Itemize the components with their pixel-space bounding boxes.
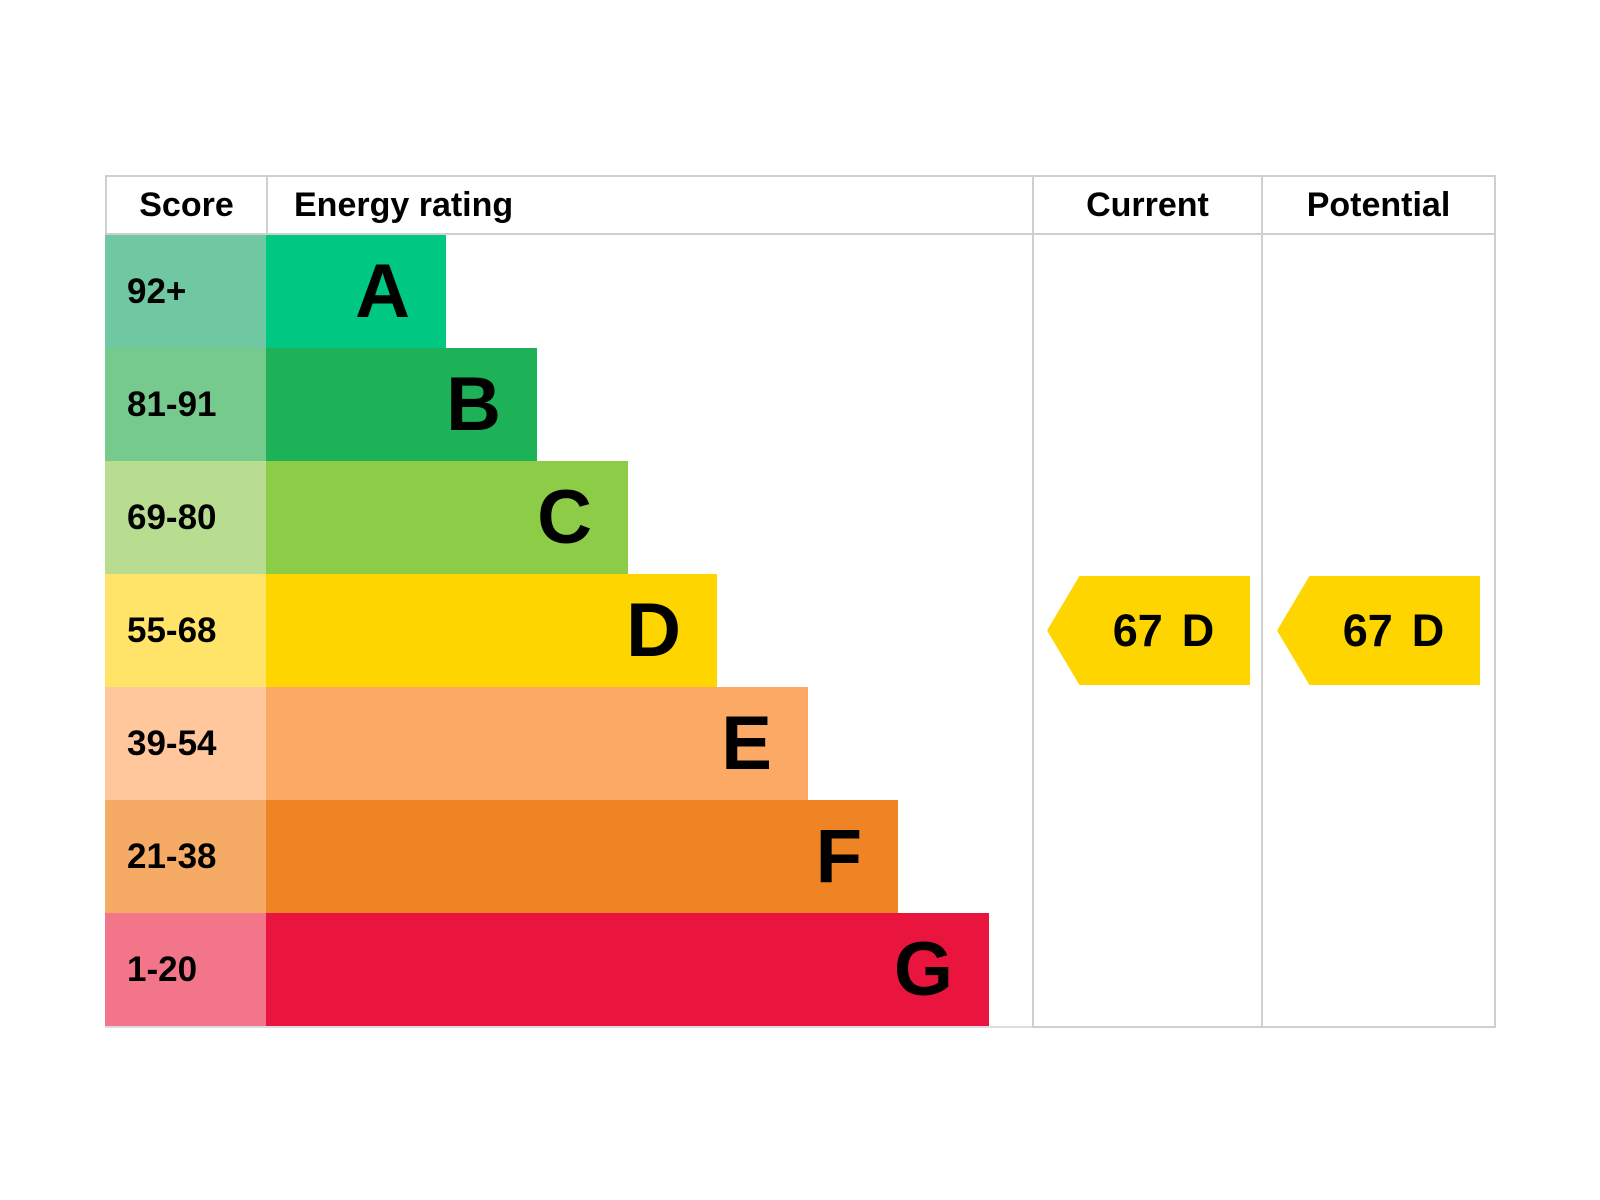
current-column: 67 D xyxy=(1032,235,1263,1028)
potential-column: 67 D xyxy=(1261,235,1496,1028)
band-row-f: 21-38 F xyxy=(105,800,1034,913)
score-range-f: 21-38 xyxy=(105,800,266,913)
score-range-g: 1-20 xyxy=(105,913,266,1026)
band-row-d: 55-68 D xyxy=(105,574,1034,687)
current-rating-letter: D xyxy=(1181,604,1215,656)
rating-bar-b: B xyxy=(266,348,537,461)
rating-table: Score Energy rating Current Potential 92… xyxy=(105,175,1496,1028)
score-range-d: 55-68 xyxy=(105,574,266,687)
rating-bar-e: E xyxy=(266,687,808,800)
header-energy-rating: Energy rating xyxy=(266,175,1034,235)
potential-score-value: 67 xyxy=(1342,604,1393,656)
rating-bar-a: A xyxy=(266,235,446,348)
rating-bands: 92+ A 81-91 B 69-80 C 55-68 D 39-54 E 21-38 F 1-20 G xyxy=(105,235,1034,1028)
band-row-a: 92+ A xyxy=(105,235,1034,348)
rating-bar-g: G xyxy=(266,913,989,1026)
score-range-e: 39-54 xyxy=(105,687,266,800)
rating-bar-f: F xyxy=(266,800,898,913)
score-range-b: 81-91 xyxy=(105,348,266,461)
band-row-b: 81-91 B xyxy=(105,348,1034,461)
current-score-value: 67 xyxy=(1112,604,1163,656)
header-potential: Potential xyxy=(1261,175,1496,235)
score-range-c: 69-80 xyxy=(105,461,266,574)
band-row-e: 39-54 E xyxy=(105,687,1034,800)
header-score: Score xyxy=(105,175,268,235)
band-row-c: 69-80 C xyxy=(105,461,1034,574)
band-row-g: 1-20 G xyxy=(105,913,1034,1026)
potential-rating-arrow: 67 D xyxy=(1277,576,1480,685)
potential-rating-letter: D xyxy=(1411,604,1445,656)
rating-bar-d: D xyxy=(266,574,717,687)
header-current: Current xyxy=(1032,175,1263,235)
rating-bar-c: C xyxy=(266,461,628,574)
current-rating-arrow: 67 D xyxy=(1047,576,1250,685)
score-range-a: 92+ xyxy=(105,235,266,348)
